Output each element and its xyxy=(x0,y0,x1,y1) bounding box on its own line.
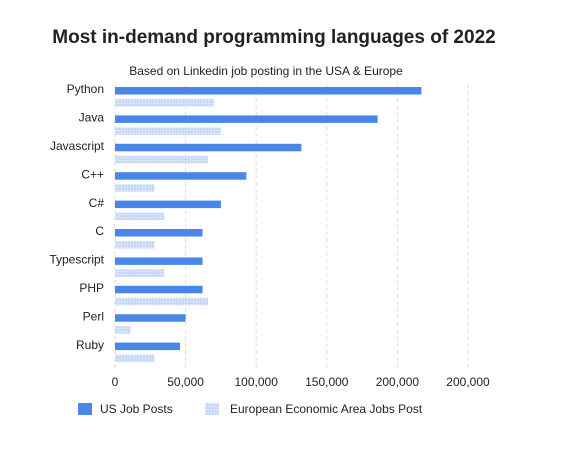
bar xyxy=(115,87,422,95)
y-tick-label: C++ xyxy=(81,167,104,181)
y-tick-label: Javascript xyxy=(50,139,105,153)
y-tick-label: Python xyxy=(67,82,104,96)
legend-swatch xyxy=(205,403,219,415)
x-tick-label: 100,000 xyxy=(235,375,279,389)
legend-label: European Economic Area Jobs Post xyxy=(230,402,423,416)
bar xyxy=(115,127,221,135)
legend-label: US Job Posts xyxy=(100,402,173,416)
chart-title: Most in-demand programming languages of … xyxy=(52,27,495,48)
x-tick-label: 200,000 xyxy=(376,375,420,389)
bar xyxy=(115,99,214,107)
bar xyxy=(115,155,209,164)
y-tick-label: PHP xyxy=(79,281,104,295)
x-tick-label: 0 xyxy=(112,375,119,389)
bar xyxy=(115,200,221,209)
x-tick-label: 200,000 xyxy=(446,375,490,389)
y-tick-label: Java xyxy=(79,111,105,125)
bar xyxy=(115,143,302,152)
bar xyxy=(115,297,209,306)
bar xyxy=(115,285,203,294)
bar xyxy=(115,212,165,221)
y-tick-label: Perl xyxy=(83,309,104,323)
bar xyxy=(115,115,378,123)
chart-subtitle: Based on Linkedin job posting in the USA… xyxy=(129,64,403,78)
y-tick-label: C# xyxy=(89,196,105,210)
y-tick-label: Ruby xyxy=(76,338,104,352)
bar xyxy=(115,354,155,363)
y-tick-label: Typescript xyxy=(49,253,104,267)
bar xyxy=(115,172,247,180)
bar xyxy=(115,229,203,237)
bar xyxy=(115,326,131,334)
bar xyxy=(115,314,186,322)
bar xyxy=(115,342,180,351)
x-tick-label: 150,000 xyxy=(305,375,349,389)
bar xyxy=(115,269,165,277)
bar xyxy=(115,184,155,192)
legend-swatch xyxy=(78,403,92,415)
x-tick-label: 50,000 xyxy=(167,375,204,389)
bar xyxy=(115,241,155,249)
bar xyxy=(115,257,203,265)
y-tick-label: C xyxy=(95,224,104,238)
